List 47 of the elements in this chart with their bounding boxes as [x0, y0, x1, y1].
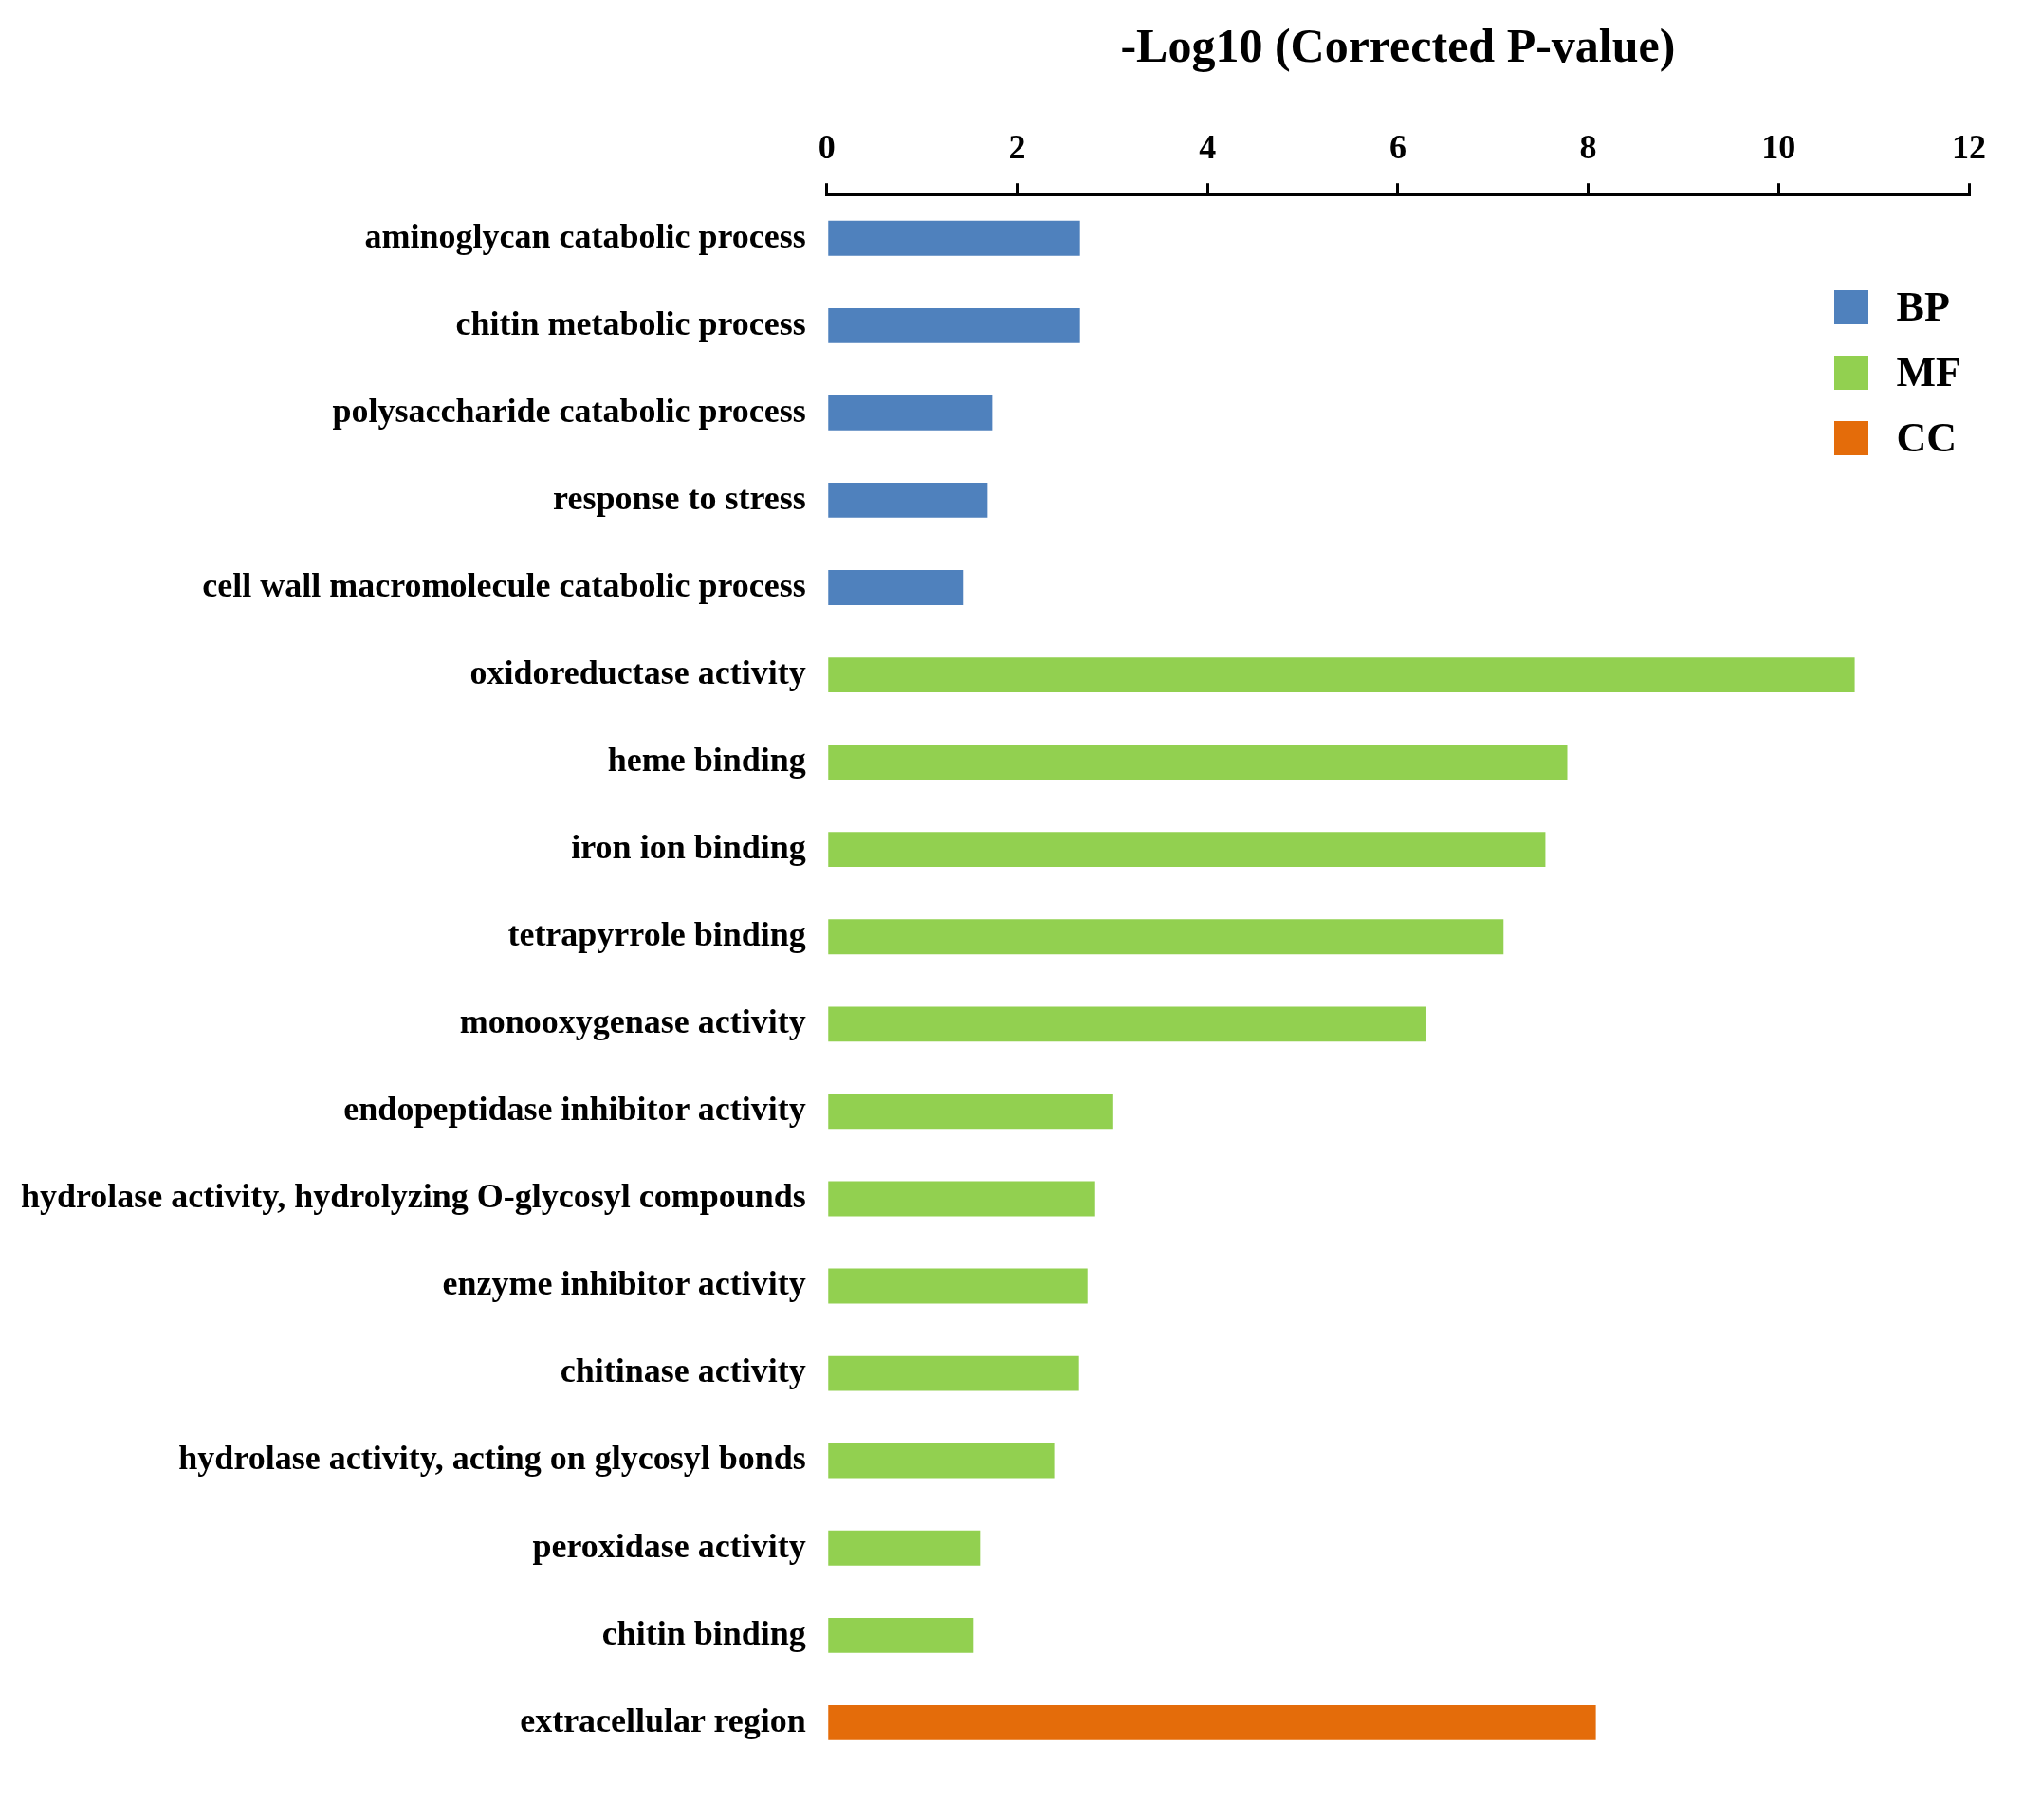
bar [828, 570, 964, 605]
bar [828, 919, 1504, 955]
y-tick-label: oxidoreductase activity [469, 653, 806, 691]
y-tick-label: extracellular region [520, 1701, 806, 1739]
x-tick-label: 4 [1199, 127, 1217, 166]
x-tick-label: 8 [1579, 127, 1597, 166]
y-tick-label: response to stress [553, 478, 806, 517]
bar [828, 1355, 1079, 1391]
bar [828, 1443, 1055, 1479]
y-tick-label: tetrapyrrole binding [507, 915, 806, 954]
y-tick-label: monooxygenase activity [459, 1002, 806, 1041]
bar [828, 745, 1568, 781]
bar [828, 1704, 1596, 1740]
bar [828, 1094, 1113, 1130]
bar [828, 483, 988, 518]
x-tick-label: 2 [1008, 127, 1026, 166]
y-tick-label: chitinase activity [560, 1351, 806, 1390]
bar [828, 1006, 1426, 1042]
bar [828, 1530, 981, 1566]
y-tick-label: polysaccharide catabolic process [332, 391, 806, 430]
y-tick-label: cell wall macromolecule catabolic process [202, 565, 806, 604]
y-tick-label: enzyme inhibitor activity [442, 1264, 806, 1303]
legend-label: BP [1896, 283, 1950, 331]
bar [828, 1268, 1088, 1304]
legend-label: CC [1896, 414, 1958, 462]
y-tick-label: peroxidase activity [532, 1526, 806, 1565]
bar [828, 657, 1855, 692]
bar [828, 220, 1080, 256]
y-tick-label: hydrolase activity, acting on glycosyl bonds [178, 1439, 806, 1478]
x-tick-label: 12 [1952, 127, 1986, 166]
y-tick-label: endopeptidase inhibitor activity [343, 1090, 806, 1129]
y-tick-label: heme binding [607, 740, 806, 779]
y-tick-label: chitin metabolic process [455, 303, 806, 342]
legend-label: MF [1896, 348, 1961, 396]
bar [828, 307, 1080, 343]
x-tick-label: 6 [1389, 127, 1407, 166]
bar [828, 1181, 1095, 1217]
y-tick-label: iron ion binding [571, 828, 806, 866]
x-tick-label: 0 [818, 127, 836, 166]
bar [828, 832, 1546, 868]
bar [828, 395, 993, 431]
x-tick-label: 10 [1761, 127, 1796, 166]
y-tick-label: hydrolase activity, hydrolyzing O-glycosyl compounds [20, 1177, 806, 1216]
y-tick-label: aminoglycan catabolic process [364, 216, 806, 255]
y-tick-label: chitin binding [601, 1613, 806, 1652]
bar [828, 1617, 974, 1653]
x-axis-title: -Log10 (Corrected P-value) [1120, 18, 1676, 72]
